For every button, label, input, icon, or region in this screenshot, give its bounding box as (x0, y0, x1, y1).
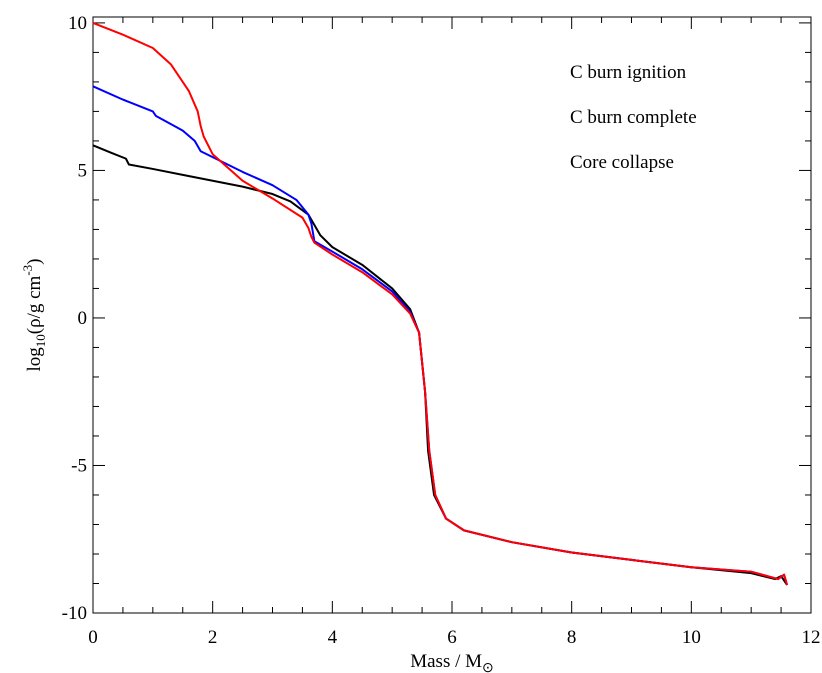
legend-entry: C burn ignition (570, 62, 687, 83)
y-label-text: (ρ/g cm (24, 275, 45, 334)
y-label-sup: -3 (20, 265, 35, 276)
x-tick-label: 10 (682, 627, 701, 648)
y-tick-label: 0 (78, 308, 88, 329)
x-tick-label: 12 (802, 627, 821, 648)
x-tick-label: 6 (447, 627, 457, 648)
y-axis-label: log10(ρ/g cm-3) (20, 258, 48, 371)
y-tick-label: -5 (71, 455, 87, 476)
y-tick-label: 10 (68, 13, 87, 34)
x-tick-label: 4 (328, 627, 338, 648)
y-label-sub: 10 (33, 334, 48, 347)
series-line (92, 21, 789, 586)
x-tick-label: 0 (88, 627, 98, 648)
legend-entry: C burn complete (570, 107, 697, 128)
x-label-sub: ⊙ (482, 661, 494, 673)
y-label-text: ) (24, 258, 45, 264)
legend-entry: Core collapse (570, 152, 674, 173)
y-tick-label: -10 (62, 603, 87, 624)
x-tick-label: 2 (208, 627, 218, 648)
x-tick-label: 8 (567, 627, 577, 648)
y-label-text: log (24, 347, 45, 372)
series-line (92, 144, 788, 586)
x-axis-label: Mass / M⊙ (410, 651, 494, 673)
x-label-text: Mass / M (410, 651, 482, 672)
y-tick-label: 5 (78, 160, 88, 181)
series-line (92, 85, 789, 586)
